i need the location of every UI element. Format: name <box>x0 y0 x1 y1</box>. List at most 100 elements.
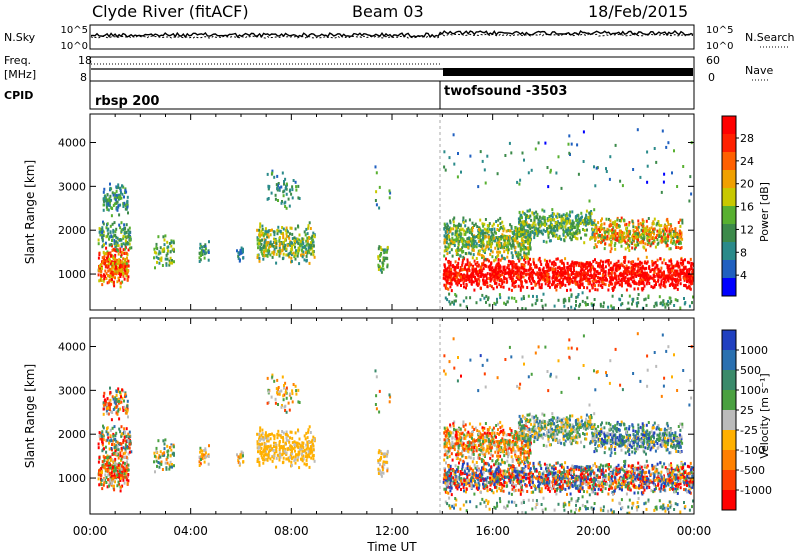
power-cell <box>488 277 491 280</box>
velocity-cell <box>111 443 113 446</box>
power-cell <box>510 288 513 292</box>
power-cell <box>560 259 563 263</box>
power-cell <box>534 283 537 287</box>
nave-label: Nave <box>745 64 773 77</box>
power-cell <box>568 275 571 279</box>
power-cell <box>119 189 122 192</box>
power-cell <box>443 238 446 242</box>
power-cell <box>473 242 476 245</box>
power-cell <box>489 276 492 280</box>
power-cell <box>105 272 108 276</box>
power-cell <box>101 283 104 287</box>
power-cell <box>653 304 656 308</box>
power-cell <box>614 241 617 245</box>
power-cell <box>259 234 261 238</box>
velocity-cell <box>115 448 118 452</box>
power-cell <box>525 214 528 217</box>
velocity-cell <box>101 487 104 491</box>
power-cell <box>294 180 297 184</box>
power-cell <box>612 229 615 233</box>
power-cell <box>523 222 526 226</box>
velocity-cell <box>97 446 100 450</box>
power-cell <box>582 264 585 268</box>
power-cell <box>511 239 514 243</box>
power-cell <box>687 279 690 282</box>
power-cell <box>114 248 117 252</box>
power-cell <box>288 255 291 259</box>
power-cell <box>105 264 108 268</box>
power-cell <box>491 232 494 236</box>
velocity-cell <box>103 403 105 407</box>
power-cell <box>660 190 663 194</box>
power-cell <box>296 249 299 253</box>
power-cell <box>119 250 122 253</box>
power-cell <box>169 256 172 260</box>
power-cell <box>552 234 554 238</box>
y-tick-label: 2000 <box>58 224 86 237</box>
power-cell <box>121 192 124 196</box>
power-cell <box>257 246 259 250</box>
power-cell <box>567 228 570 232</box>
power-cell <box>160 258 163 262</box>
power-cell <box>606 234 609 238</box>
power-cell <box>155 246 158 249</box>
power-cell <box>297 224 299 228</box>
power-cell <box>163 249 166 253</box>
velocity-cell <box>115 469 117 473</box>
power-cell <box>566 219 569 223</box>
power-cell <box>551 208 554 212</box>
power-cell <box>486 231 489 235</box>
power-cell <box>538 215 541 219</box>
power-cell <box>109 186 112 190</box>
power-cell <box>379 254 382 258</box>
power-cell <box>679 241 682 245</box>
power-cell <box>279 251 282 255</box>
power-cell <box>524 260 527 264</box>
power-cell <box>603 222 606 226</box>
power-cell <box>601 240 604 244</box>
power-cell <box>122 272 125 276</box>
power-cell <box>488 222 491 226</box>
power-cell <box>618 219 621 222</box>
power-cell <box>612 264 615 268</box>
power-cell <box>501 233 504 237</box>
power-cell <box>454 233 457 237</box>
power-cell <box>105 203 108 207</box>
power-cell <box>284 228 287 232</box>
power-cell <box>484 257 487 261</box>
power-cell <box>578 229 581 233</box>
velocity-cell <box>114 449 117 452</box>
power-cell <box>490 242 493 246</box>
power-cell <box>513 239 516 242</box>
power-cell <box>523 235 526 239</box>
power-cell <box>468 261 471 265</box>
power-cell <box>519 213 522 217</box>
power-cell <box>294 257 297 261</box>
power-cell <box>555 257 558 261</box>
power-cell <box>502 224 505 228</box>
power-cell <box>551 280 554 284</box>
power-cell <box>456 175 459 179</box>
power-cell <box>482 261 485 265</box>
power-cell <box>672 240 675 244</box>
power-cell <box>594 223 597 227</box>
power-cell <box>123 277 126 281</box>
power-cell <box>557 236 560 240</box>
power-cell <box>664 232 666 236</box>
power-cell <box>658 283 661 287</box>
power-cell <box>674 229 677 233</box>
power-cell <box>378 245 381 249</box>
power-cell <box>458 233 461 237</box>
power-cell <box>505 280 508 284</box>
power-cell <box>531 278 534 282</box>
power-cell <box>116 265 119 269</box>
power-cell <box>506 266 509 270</box>
power-cell <box>290 241 293 245</box>
power-cell <box>448 156 451 160</box>
power-cell <box>612 226 615 230</box>
power-cell <box>445 241 448 245</box>
velocity-cell <box>126 399 129 403</box>
power-cell <box>674 278 676 282</box>
power-cell <box>620 216 623 220</box>
power-cell <box>632 275 634 279</box>
